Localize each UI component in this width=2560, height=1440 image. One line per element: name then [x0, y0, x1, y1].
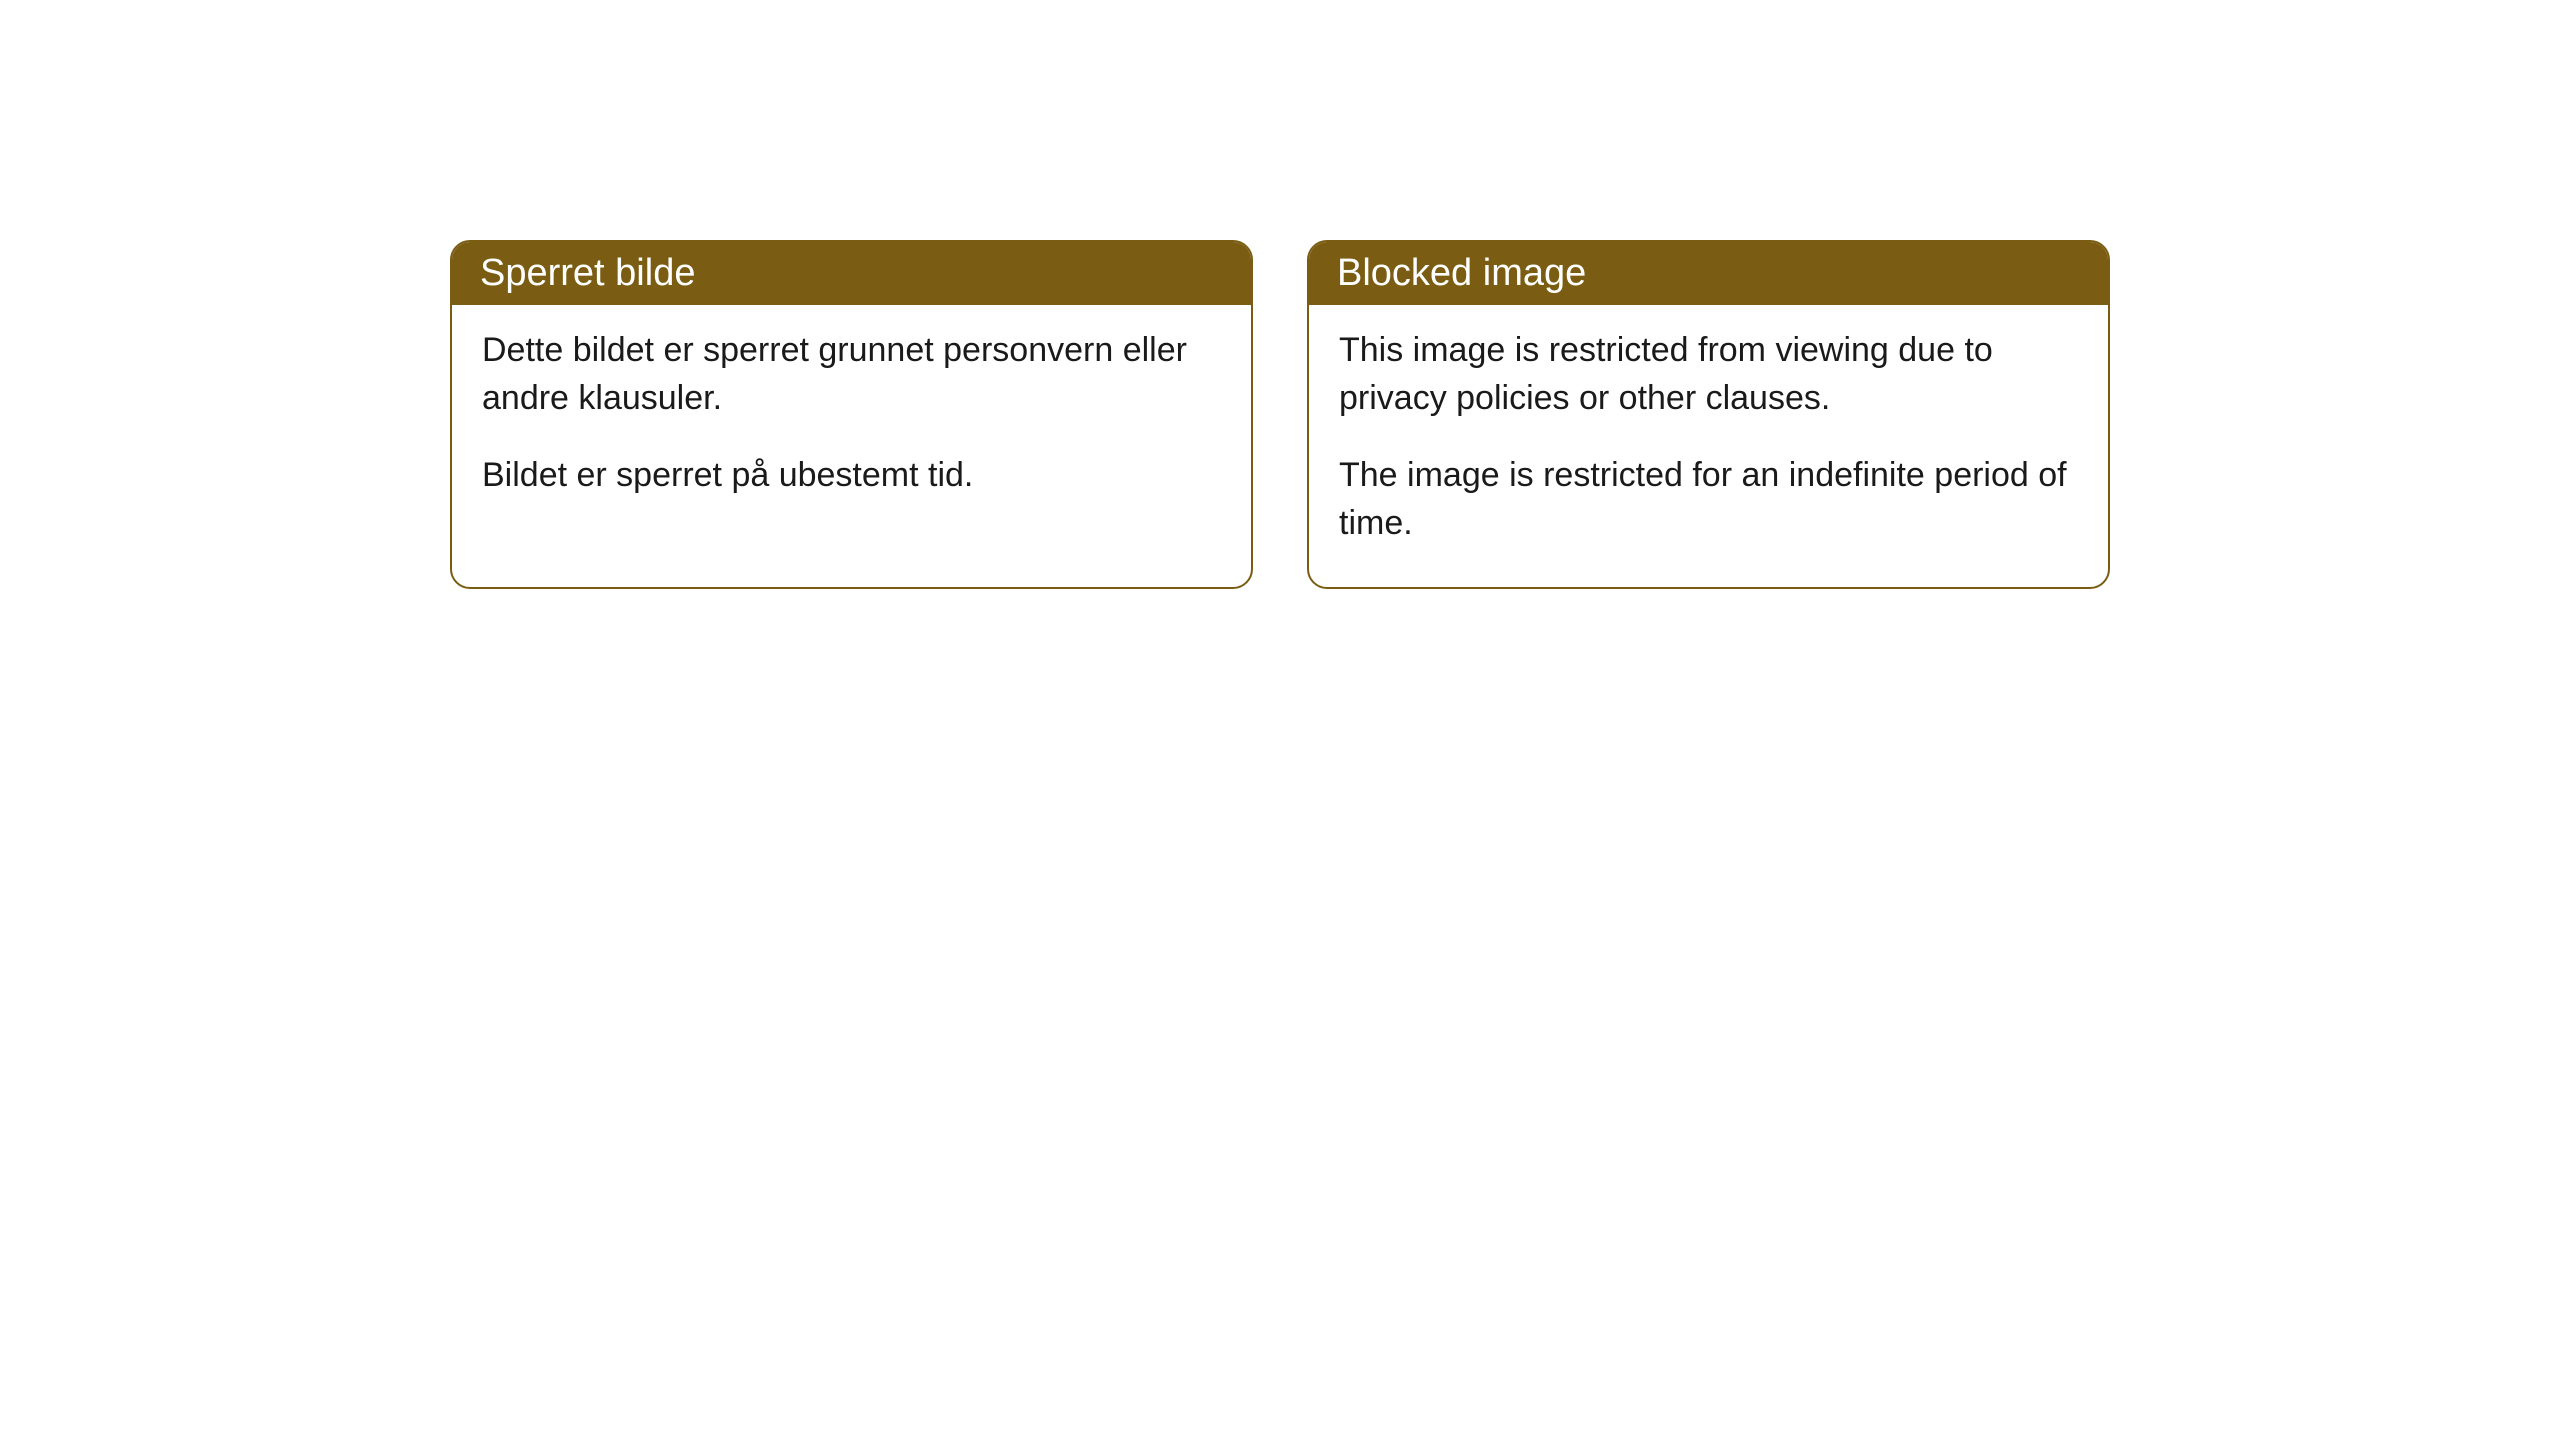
card-title: Blocked image: [1337, 252, 1586, 294]
card-header: Sperret bilde: [452, 242, 1251, 305]
card-body: This image is restricted from viewing du…: [1309, 305, 2108, 587]
card-paragraph: The image is restricted for an indefinit…: [1339, 452, 2078, 547]
card-body: Dette bildet er sperret grunnet personve…: [452, 305, 1251, 540]
card-header: Blocked image: [1309, 242, 2108, 305]
card-title: Sperret bilde: [480, 252, 695, 294]
card-paragraph: This image is restricted from viewing du…: [1339, 327, 2078, 422]
card-paragraph: Dette bildet er sperret grunnet personve…: [482, 327, 1221, 422]
notice-cards-container: Sperret bilde Dette bildet er sperret gr…: [0, 240, 2560, 589]
blocked-image-card-english: Blocked image This image is restricted f…: [1307, 240, 2110, 589]
card-paragraph: Bildet er sperret på ubestemt tid.: [482, 452, 1221, 500]
blocked-image-card-norwegian: Sperret bilde Dette bildet er sperret gr…: [450, 240, 1253, 589]
